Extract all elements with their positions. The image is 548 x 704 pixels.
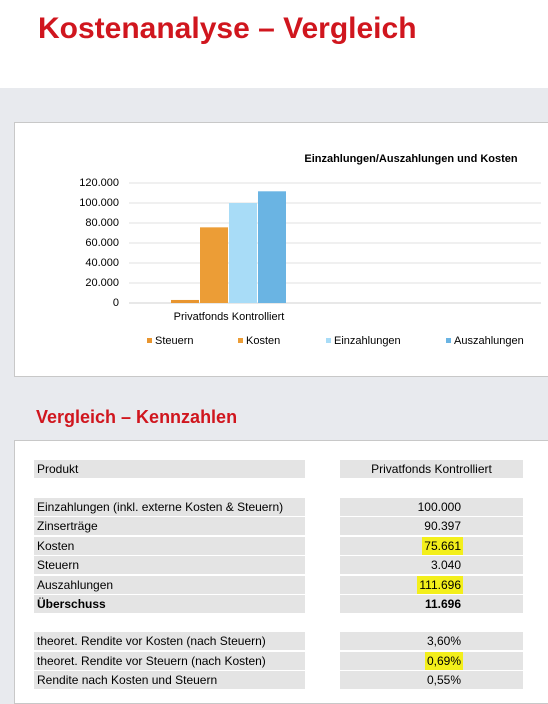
y-tick-label: 100.000 bbox=[79, 197, 119, 209]
y-tick-label: 40.000 bbox=[85, 257, 119, 269]
bar bbox=[229, 203, 257, 303]
cell-value: 0,69% bbox=[424, 651, 463, 670]
legend-marker bbox=[326, 338, 331, 343]
table-row: Auszahlungen 111.696 bbox=[15, 575, 548, 594]
cell-text: Zinserträge bbox=[37, 519, 98, 534]
chart: Einzahlungen/Auszahlungen und Kosten 0 20… bbox=[79, 153, 541, 347]
cell-value: 3,60% bbox=[426, 634, 461, 649]
cell-value: 100.000 bbox=[417, 500, 461, 514]
chart-panel: Einzahlungen/Auszahlungen und Kosten 0 20… bbox=[14, 122, 548, 377]
row-value: 3,60% bbox=[340, 632, 523, 651]
legend-label: Auszahlungen bbox=[454, 335, 524, 347]
cell-value: 75.661 bbox=[422, 536, 463, 555]
row-value: 111.696 bbox=[340, 575, 523, 594]
row-label: Steuern bbox=[34, 556, 305, 575]
cell-value: 0,55% bbox=[426, 673, 461, 688]
table-row: Überschuss 11.696 bbox=[15, 595, 548, 613]
legend-label: Einzahlungen bbox=[334, 335, 401, 347]
row-label: theoret. Rendite vor Steuern (nach Koste… bbox=[34, 651, 305, 670]
cell-text: Überschuss bbox=[37, 597, 106, 611]
table-row: Zinserträge 90.397 bbox=[15, 517, 548, 536]
row-label: Rendite nach Kosten und Steuern bbox=[34, 671, 305, 690]
y-tick-label: 80.000 bbox=[85, 217, 119, 229]
legend-label: Kosten bbox=[246, 335, 280, 347]
row-label: Kosten bbox=[34, 536, 305, 555]
table-row: Einzahlungen (inkl. externe Kosten & Ste… bbox=[15, 498, 548, 516]
cell-text: Einzahlungen (inkl. externe Kosten & Ste… bbox=[37, 500, 284, 514]
table-row: Produkt Privatfonds Kontrolliert bbox=[15, 460, 548, 478]
table-row: Kosten 75.661 bbox=[15, 536, 548, 555]
y-tick-label: 120.000 bbox=[79, 177, 119, 189]
section-title: Vergleich – Kennzahlen bbox=[36, 407, 238, 427]
cell-text: Kosten bbox=[37, 538, 75, 553]
row-label: Auszahlungen bbox=[34, 575, 305, 594]
cell-value: Privatfonds Kontrolliert bbox=[371, 462, 492, 476]
legend-label: Steuern bbox=[155, 335, 194, 347]
table-row: Rendite nach Kosten und Steuern 0,55% bbox=[15, 671, 548, 690]
row-label: Produkt bbox=[34, 460, 305, 478]
row-label: Einzahlungen (inkl. externe Kosten & Ste… bbox=[34, 498, 305, 516]
cell-text: Steuern bbox=[37, 558, 80, 573]
row-value: 90.397 bbox=[340, 517, 523, 536]
table-row: theoret. Rendite vor Kosten (nach Steuer… bbox=[15, 632, 548, 651]
chart-title: Einzahlungen/Auszahlungen und Kosten bbox=[304, 153, 518, 165]
legend-marker bbox=[147, 338, 152, 343]
row-value: 0,69% bbox=[340, 651, 523, 670]
bar bbox=[171, 299, 199, 303]
row-label: theoret. Rendite vor Kosten (nach Steuer… bbox=[34, 632, 305, 651]
cell-text: theoret. Rendite vor Steuern (nach Koste… bbox=[37, 653, 266, 668]
row-value: 0,55% bbox=[340, 671, 523, 690]
cell-text: Produkt bbox=[37, 462, 79, 476]
row-value: 3.040 bbox=[340, 556, 523, 575]
cell-value: 3.040 bbox=[430, 558, 461, 573]
cell-value: 90.397 bbox=[424, 519, 461, 534]
row-value: 11.696 bbox=[340, 595, 523, 613]
y-tick-label: 60.000 bbox=[85, 237, 119, 249]
x-tick-label: Privatfonds Kontrolliert bbox=[174, 311, 285, 323]
y-tick-label: 20.000 bbox=[85, 277, 119, 289]
page-title: Kostenanalyse – Vergleich bbox=[38, 12, 417, 45]
row-value: Privatfonds Kontrolliert bbox=[340, 460, 523, 478]
table-row: theoret. Rendite vor Steuern (nach Koste… bbox=[15, 651, 548, 670]
row-value: 75.661 bbox=[340, 536, 523, 555]
cell-text: theoret. Rendite vor Kosten (nach Steuer… bbox=[37, 634, 266, 649]
table-panel: Produkt Privatfonds Kontrolliert Einzahlun… bbox=[14, 440, 548, 704]
table-row: Steuern 3.040 bbox=[15, 556, 548, 575]
row-label: Zinserträge bbox=[34, 517, 305, 536]
cell-text: Rendite nach Kosten und Steuern bbox=[37, 673, 218, 688]
cell-text: Auszahlungen bbox=[37, 577, 114, 592]
y-tick-label: 0 bbox=[113, 297, 119, 309]
row-label: Überschuss bbox=[34, 595, 305, 613]
row-value: 100.000 bbox=[340, 498, 523, 516]
legend-marker bbox=[446, 338, 451, 343]
bar bbox=[258, 191, 286, 303]
cell-value: 111.696 bbox=[417, 575, 463, 594]
bar bbox=[200, 227, 228, 303]
legend-marker bbox=[238, 338, 243, 343]
cell-value: 11.696 bbox=[424, 597, 461, 611]
